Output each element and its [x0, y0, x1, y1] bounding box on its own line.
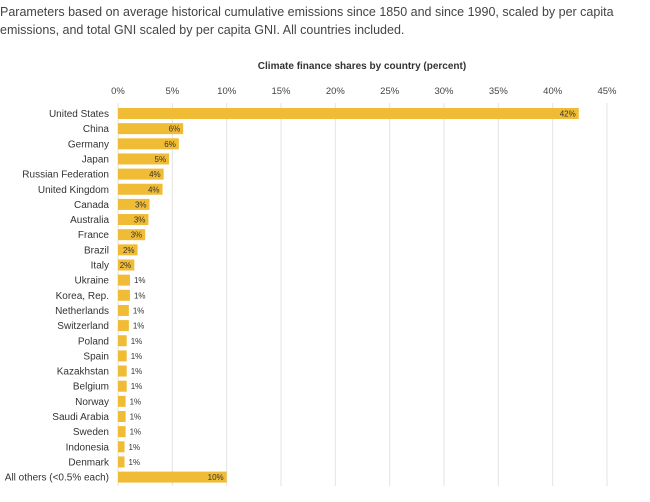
value-label: 1%: [131, 337, 143, 346]
value-label: 1%: [129, 458, 141, 467]
value-label: 1%: [131, 367, 143, 376]
bar: [118, 320, 129, 332]
category-label: Saudi Arabia: [52, 412, 109, 423]
bar: [118, 108, 579, 119]
x-tick-label: 25%: [380, 86, 400, 97]
bar: [118, 229, 146, 241]
category-label: All others (<0.5% each): [5, 473, 109, 484]
bar: [118, 168, 164, 180]
bar: [118, 304, 129, 316]
chart-title: Climate finance shares by country (perce…: [258, 61, 466, 72]
bar: [118, 153, 170, 165]
x-tick-label: 0%: [111, 86, 125, 97]
category-label: Sweden: [73, 427, 109, 438]
value-labels: 42%6%6%5%4%4%3%3%3%2%2%1%1%1%1%1%1%1%1%1…: [120, 110, 576, 483]
category-label: United Kingdom: [38, 185, 109, 196]
category-label: Netherlands: [55, 306, 109, 317]
category-label: Spain: [83, 351, 109, 362]
bar: [118, 456, 125, 468]
bar: [118, 395, 126, 407]
category-label: Denmark: [68, 457, 110, 468]
x-tick-label: 35%: [489, 86, 509, 97]
value-label: 1%: [131, 382, 143, 391]
value-label: 3%: [131, 231, 143, 240]
value-label: 10%: [208, 473, 224, 482]
value-label: 1%: [134, 291, 146, 300]
bar: [118, 274, 130, 286]
category-label: United States: [49, 109, 109, 120]
category-label: Italy: [91, 261, 109, 272]
grid-lines: [117, 103, 608, 486]
bar: [118, 214, 149, 226]
bar: [118, 123, 184, 135]
x-tick-label: 10%: [217, 86, 237, 97]
category-label: Australia: [70, 215, 109, 226]
chart-caption: Parameters based on average historical c…: [0, 5, 614, 37]
bar: [118, 441, 125, 453]
x-tick-label: 30%: [434, 86, 454, 97]
x-tick-label: 40%: [543, 86, 563, 97]
value-label: 1%: [131, 352, 143, 361]
value-label: 5%: [155, 155, 167, 164]
bar: [118, 183, 163, 195]
category-label: Ukraine: [75, 276, 110, 287]
category-label: China: [83, 124, 110, 135]
value-label: 3%: [135, 200, 147, 209]
bar: [118, 198, 150, 210]
category-label: Switzerland: [57, 321, 109, 332]
category-labels: United States China Germany Japan Russian Fe…: [5, 109, 110, 484]
value-label: 2%: [123, 246, 135, 255]
value-label: 4%: [148, 185, 160, 194]
bar: [118, 259, 135, 271]
category-label: Belgium: [73, 382, 109, 393]
bar: [118, 138, 179, 150]
bar: [118, 365, 127, 377]
category-label: Korea, Rep.: [56, 291, 109, 302]
value-label: 1%: [130, 397, 142, 406]
value-label: 1%: [129, 443, 141, 452]
bar: [118, 380, 127, 392]
category-label: Russian Federation: [22, 170, 109, 181]
category-label: Kazakhstan: [57, 367, 109, 378]
value-label: 1%: [130, 413, 142, 422]
x-tick-label: 45%: [597, 86, 617, 97]
category-label: Japan: [82, 154, 109, 165]
category-label: Indonesia: [66, 442, 110, 453]
x-tick-label: 20%: [326, 86, 346, 97]
category-label: Brazil: [84, 245, 109, 256]
x-tick-label: 5%: [165, 86, 179, 97]
bar: [118, 426, 126, 438]
x-axis-ticks: 0% 5% 10% 15% 20% 25% 30% 35% 40% 45%: [111, 86, 617, 97]
category-label: Canada: [74, 200, 109, 211]
bar: [118, 471, 227, 483]
bar: [118, 289, 130, 301]
category-label: France: [78, 230, 110, 241]
value-label: 3%: [134, 216, 146, 225]
bars: [118, 108, 579, 483]
bar: [118, 411, 126, 422]
value-label: 1%: [133, 306, 145, 315]
bar: [118, 244, 138, 256]
value-label: 1%: [130, 428, 142, 437]
value-label: 4%: [149, 170, 161, 179]
value-label: 6%: [169, 125, 181, 134]
value-label: 1%: [134, 276, 146, 285]
value-label: 6%: [164, 140, 176, 149]
category-label: Norway: [75, 397, 109, 408]
value-label: 1%: [133, 322, 145, 331]
category-label: Poland: [78, 336, 109, 347]
bar: [118, 350, 127, 362]
bar: [118, 335, 127, 347]
category-label: Germany: [68, 139, 109, 150]
value-label: 42%: [560, 110, 576, 119]
value-label: 2%: [120, 261, 132, 270]
x-tick-label: 15%: [271, 86, 291, 97]
